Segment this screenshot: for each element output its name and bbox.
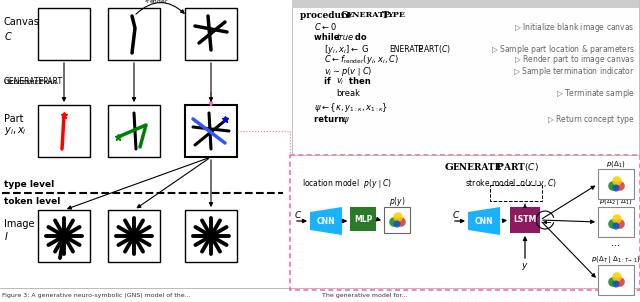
Polygon shape [310, 207, 342, 235]
Ellipse shape [608, 181, 618, 191]
Text: MLP: MLP [354, 214, 372, 223]
Bar [510, 207, 540, 233]
Text: $\triangleright$ Render part to image canvas: $\triangleright$ Render part to image ca… [514, 53, 635, 66]
Text: $\psi$: $\psi$ [342, 114, 349, 126]
Text: $v_i$: $v_i$ [336, 77, 344, 87]
Text: $y$: $y$ [521, 262, 529, 272]
Text: G: G [341, 11, 349, 20]
Bar [38, 8, 90, 60]
Text: ART$(C)$: ART$(C)$ [423, 43, 451, 55]
Text: ENERATE: ENERATE [347, 11, 391, 19]
Text: return: return [314, 115, 348, 124]
Text: GENERATEPART: GENERATEPART [4, 78, 63, 86]
Text: ...: ... [611, 238, 621, 248]
Text: token level: token level [4, 197, 60, 206]
Polygon shape [468, 207, 500, 235]
Bar [185, 8, 237, 60]
Text: $\triangleright$ Terminate sample: $\triangleright$ Terminate sample [556, 86, 635, 99]
Text: ENERATE: ENERATE [389, 44, 424, 53]
Text: $v_i \sim p(v \mid C)$: $v_i \sim p(v \mid C)$ [324, 65, 372, 78]
Text: YPE: YPE [387, 11, 405, 19]
Text: G: G [445, 162, 454, 172]
Text: $[y_i, x_i] \leftarrow$ G: $[y_i, x_i] \leftarrow$ G [324, 43, 369, 56]
Text: break: break [336, 88, 360, 98]
Ellipse shape [608, 219, 618, 229]
Text: ART$(C)$: ART$(C)$ [503, 161, 539, 173]
Text: CNN: CNN [317, 217, 335, 226]
Ellipse shape [608, 277, 618, 287]
Bar [185, 210, 237, 262]
Text: procedure: procedure [300, 11, 355, 20]
Text: do: do [352, 34, 367, 43]
Text: P: P [417, 44, 422, 53]
Bar [490, 185, 542, 201]
Text: ENERATE: ENERATE [453, 162, 502, 172]
Text: while: while [314, 34, 342, 43]
Text: $p(\Delta_T \mid \Delta_{1:T-1})$: $p(\Delta_T \mid \Delta_{1:T-1})$ [591, 255, 640, 265]
Bar [292, 0, 639, 8]
Text: $\triangleright$ Return concept type: $\triangleright$ Return concept type [547, 114, 635, 127]
Text: Canvas: Canvas [4, 17, 40, 27]
Text: $p(y)$: $p(y)$ [388, 194, 405, 207]
Text: $C$: $C$ [452, 208, 460, 220]
Text: The generative model for...: The generative model for... [322, 293, 408, 297]
Ellipse shape [612, 272, 622, 282]
Ellipse shape [615, 277, 625, 287]
Text: if: if [324, 78, 333, 86]
Text: T: T [382, 11, 388, 20]
Ellipse shape [396, 217, 406, 227]
Bar [108, 210, 160, 262]
Text: Figure 3: A generative neuro-symbolic (GNS) model of the...: Figure 3: A generative neuro-symbolic (G… [2, 293, 191, 297]
Bar [108, 105, 160, 157]
Text: $\psi \leftarrow \{\kappa, y_{1:\kappa}, x_{1:\kappa}\}$: $\psi \leftarrow \{\kappa, y_{1:\kappa},… [314, 101, 388, 114]
Bar [598, 265, 634, 295]
Text: attention: attention [500, 190, 532, 196]
Ellipse shape [612, 176, 622, 186]
Text: true: true [336, 34, 353, 43]
Bar [350, 207, 376, 231]
Text: LSTM: LSTM [513, 216, 537, 224]
Ellipse shape [393, 212, 403, 222]
Text: P: P [495, 162, 503, 172]
Text: GᴇᴇᴇᴇᴇᴇᴇPᴀᴀᴀ: GᴇᴇᴇᴇᴇᴇᴇPᴀᴀᴀ [4, 78, 58, 86]
Ellipse shape [612, 214, 622, 224]
Text: $p(\Delta_1)$: $p(\Delta_1)$ [606, 159, 626, 169]
Text: $\triangleright$ Sample part location & parameters: $\triangleright$ Sample part location & … [491, 43, 635, 56]
Text: stroke model  $p(x \mid y, C)$: stroke model $p(x \mid y, C)$ [465, 176, 557, 189]
Bar [290, 155, 640, 290]
Ellipse shape [615, 181, 625, 191]
Text: $y_i, x_i$: $y_i, x_i$ [4, 125, 27, 137]
Ellipse shape [612, 185, 620, 191]
Text: then: then [346, 78, 371, 86]
Ellipse shape [389, 217, 399, 227]
Text: $C \leftarrow f_{\mathrm{render}}(y_i, x_i, C)$: $C \leftarrow f_{\mathrm{render}}(y_i, x… [324, 53, 399, 66]
Ellipse shape [394, 220, 401, 228]
Text: $C$: $C$ [294, 208, 302, 220]
Ellipse shape [612, 280, 620, 288]
Text: Image: Image [4, 219, 35, 229]
Bar [38, 210, 90, 262]
Text: $C \leftarrow 0$: $C \leftarrow 0$ [314, 21, 337, 33]
Bar [108, 8, 160, 60]
Bar [384, 207, 410, 233]
Ellipse shape [615, 219, 625, 229]
Text: $\triangleright$ Initialize blank image canvas: $\triangleright$ Initialize blank image … [515, 21, 635, 34]
Bar [598, 169, 634, 199]
Text: CNN: CNN [475, 217, 493, 226]
Bar [598, 207, 634, 237]
Text: $I$: $I$ [4, 230, 8, 242]
Text: $C$: $C$ [4, 30, 13, 42]
Bar [38, 105, 90, 157]
Bar [292, 0, 639, 155]
Text: $\triangleright$ Sample termination indicator: $\triangleright$ Sample termination indi… [513, 65, 635, 78]
Bar [185, 105, 237, 157]
Text: location model  $p(y \mid C)$: location model $p(y \mid C)$ [302, 176, 392, 189]
Text: $p(\Delta_2 \mid \Delta_1)$: $p(\Delta_2 \mid \Delta_1)$ [599, 197, 633, 207]
Text: $f_{\mathrm{render}}$: $f_{\mathrm{render}}$ [144, 0, 168, 6]
Ellipse shape [612, 222, 620, 230]
Text: Part: Part [4, 114, 24, 124]
Text: type level: type level [4, 180, 54, 189]
